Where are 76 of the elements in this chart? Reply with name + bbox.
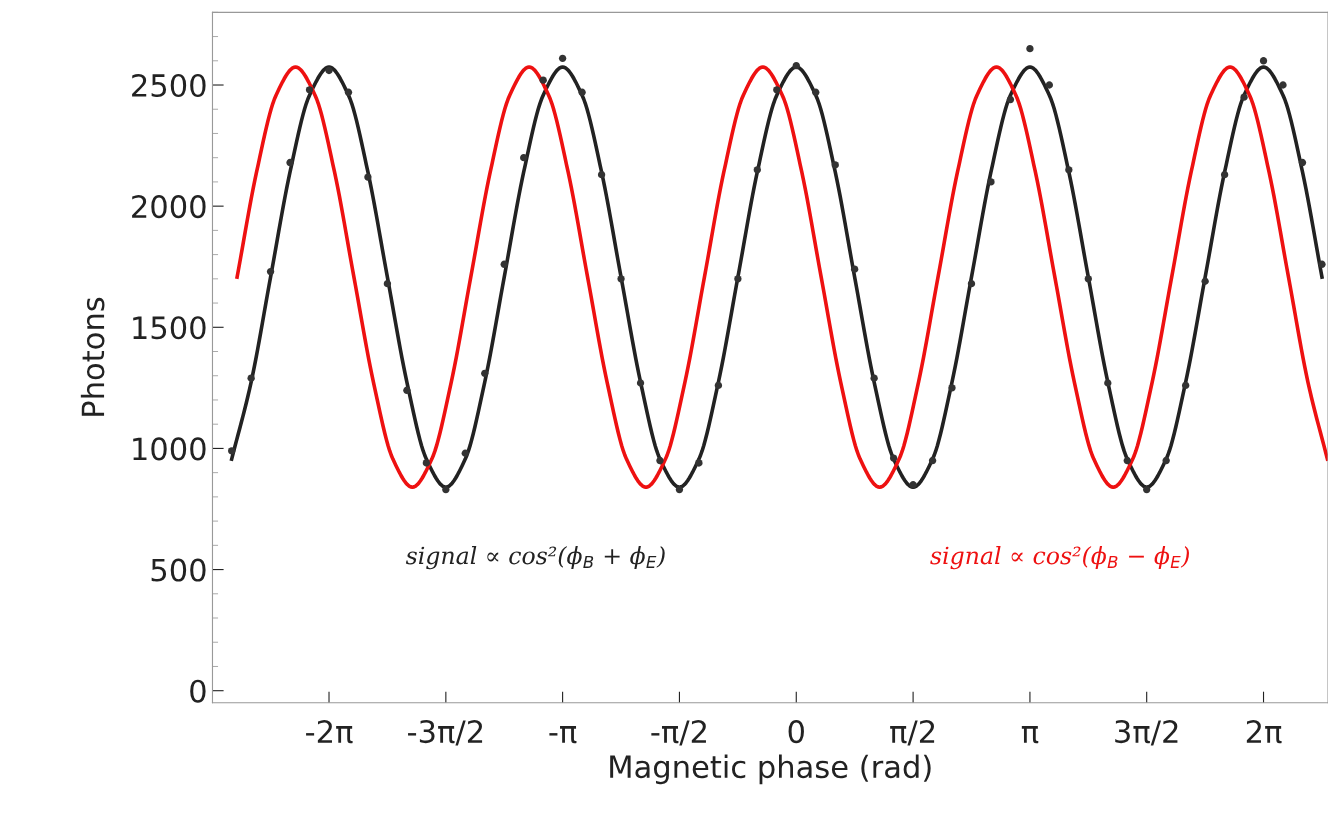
point bbox=[442, 485, 450, 494]
point bbox=[967, 280, 976, 288]
x-tick-label: 3π/2 bbox=[1115, 720, 1178, 746]
point bbox=[344, 88, 353, 96]
annotation: signal ∝ cos²(ϕ$_{B}$ + ϕ$_{E}$) bbox=[405, 546, 665, 570]
point bbox=[1318, 260, 1326, 268]
point bbox=[1279, 81, 1287, 89]
point bbox=[812, 88, 820, 96]
point bbox=[850, 265, 859, 273]
point bbox=[617, 275, 625, 283]
point bbox=[227, 447, 236, 455]
y-tick-label: 1500 bbox=[133, 316, 206, 340]
point bbox=[1298, 158, 1307, 167]
point bbox=[928, 456, 937, 465]
point bbox=[792, 61, 800, 70]
point bbox=[734, 275, 742, 283]
point bbox=[656, 456, 664, 465]
point bbox=[364, 173, 372, 181]
point bbox=[773, 86, 781, 94]
point bbox=[1181, 381, 1190, 390]
point bbox=[1084, 275, 1092, 283]
point bbox=[383, 280, 392, 288]
y-tick-label: 2000 bbox=[132, 195, 206, 219]
point bbox=[1123, 456, 1131, 465]
y-axis-title: Photons bbox=[80, 297, 105, 416]
point bbox=[636, 379, 645, 387]
point bbox=[909, 481, 917, 489]
x-tick-label: -2π bbox=[306, 720, 353, 744]
point bbox=[675, 485, 684, 494]
point bbox=[889, 454, 898, 462]
point bbox=[286, 158, 294, 167]
point bbox=[1240, 93, 1248, 101]
point bbox=[948, 384, 956, 392]
x-tick-label: -3π/2 bbox=[408, 720, 483, 746]
x-tick-label: -π/2 bbox=[651, 720, 706, 746]
y-tick-label: 2500 bbox=[132, 73, 206, 98]
point bbox=[1026, 45, 1034, 53]
point bbox=[247, 374, 255, 382]
point bbox=[403, 386, 411, 394]
point bbox=[422, 459, 431, 467]
point bbox=[714, 381, 723, 390]
point bbox=[325, 66, 333, 75]
point bbox=[305, 86, 314, 94]
point bbox=[558, 54, 567, 63]
point bbox=[695, 459, 703, 467]
point bbox=[500, 260, 508, 268]
point bbox=[1006, 95, 1015, 104]
x-tick-label: 0 bbox=[788, 720, 804, 744]
point bbox=[1143, 485, 1151, 494]
x-tick-label: π/2 bbox=[890, 720, 935, 746]
point bbox=[870, 374, 878, 382]
x-tick-label: π bbox=[1021, 725, 1039, 744]
point bbox=[461, 449, 469, 457]
x-axis-title: Magnetic phase (rad) bbox=[610, 754, 931, 785]
point bbox=[1201, 277, 1209, 285]
point bbox=[266, 267, 275, 276]
point bbox=[597, 170, 606, 179]
point bbox=[1045, 81, 1054, 89]
point bbox=[539, 76, 547, 84]
point bbox=[1220, 170, 1229, 179]
x-tick-label: -π bbox=[549, 725, 577, 744]
x-tick-label: 2π bbox=[1246, 720, 1282, 744]
annotation: signal ∝ cos²(ϕ$_{B}$ − ϕ$_{E}$) bbox=[930, 546, 1190, 570]
y-tick-label: 1000 bbox=[133, 437, 206, 461]
point bbox=[753, 166, 761, 174]
point bbox=[1104, 379, 1112, 387]
point bbox=[520, 154, 528, 162]
point bbox=[1259, 57, 1268, 65]
point bbox=[578, 88, 586, 96]
point bbox=[987, 178, 995, 186]
point bbox=[1162, 456, 1170, 465]
y-tick-label: 0 bbox=[190, 679, 206, 703]
point bbox=[481, 369, 489, 377]
y-tick-label: 500 bbox=[151, 558, 206, 582]
point bbox=[831, 161, 839, 169]
point bbox=[1065, 166, 1073, 174]
